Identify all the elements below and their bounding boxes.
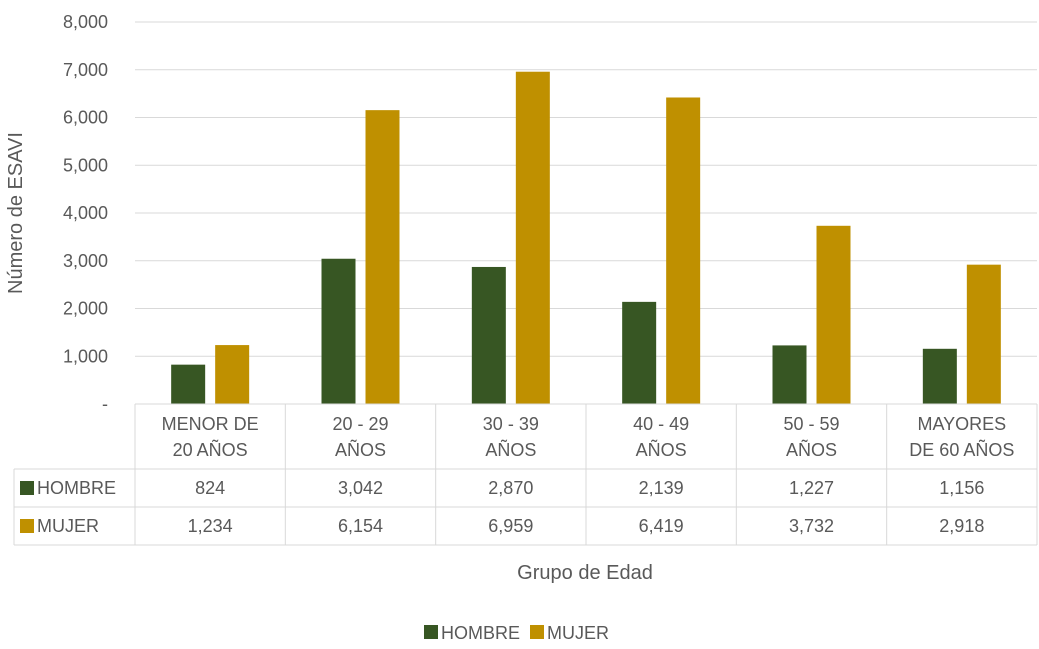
- bar-mujer: [215, 345, 250, 404]
- data-cell: 6,959: [488, 516, 533, 536]
- legend-label: HOMBRE: [441, 623, 520, 643]
- category-label-line: 50 - 59: [783, 414, 839, 434]
- y-tick-label: 3,000: [63, 251, 108, 271]
- y-axis-ticks: - 1,000 2,000 3,000 4,000 5,000 6,000 7,000 8,00…: [63, 12, 108, 414]
- category-label-line: 30 - 39: [483, 414, 539, 434]
- legend-label: MUJER: [547, 623, 609, 643]
- category-label-line: DE 60 AÑOS: [909, 439, 1014, 460]
- y-tick-label: 8,000: [63, 12, 108, 32]
- y-tick-label: 7,000: [63, 60, 108, 80]
- data-cell: 2,139: [639, 478, 684, 498]
- bar-hombre: [772, 345, 807, 404]
- category-label-line: 20 AÑOS: [173, 439, 248, 460]
- legend: HOMBRE MUJER: [424, 623, 609, 643]
- category-label-line: 40 - 49: [633, 414, 689, 434]
- data-cell: 3,042: [338, 478, 383, 498]
- category-label: MENOR DE 20 AÑOS: [162, 414, 259, 460]
- category-label: 20 - 29 AÑOS: [332, 414, 388, 460]
- y-tick-label: 5,000: [63, 155, 108, 175]
- bar-hombre: [321, 258, 356, 404]
- category-label-line: AÑOS: [786, 439, 837, 460]
- category-label: MAYORES DE 60 AÑOS: [909, 414, 1014, 460]
- bar-mujer: [966, 264, 1001, 404]
- category-label-line: 20 - 29: [332, 414, 388, 434]
- data-cell: 1,156: [939, 478, 984, 498]
- category-label-line: AÑOS: [335, 439, 386, 460]
- category-label-line: AÑOS: [636, 439, 687, 460]
- data-cell: 6,419: [639, 516, 684, 536]
- y-tick-label: -: [102, 394, 108, 414]
- table-legend-key-mujer: [20, 519, 34, 533]
- bar-mujer: [515, 71, 550, 404]
- y-axis-title: Número de ESAVI: [5, 132, 27, 294]
- bar-hombre: [471, 266, 506, 404]
- data-cell: 3,732: [789, 516, 834, 536]
- bar-hombre: [922, 348, 957, 404]
- y-tick-label: 2,000: [63, 299, 108, 319]
- table-row-label: HOMBRE: [37, 478, 116, 498]
- y-tick-label: 4,000: [63, 203, 108, 223]
- category-label-line: MENOR DE: [162, 414, 259, 434]
- category-label: 30 - 39 AÑOS: [483, 414, 539, 460]
- data-cell: 2,918: [939, 516, 984, 536]
- data-cell: 2,870: [488, 478, 533, 498]
- gridlines: [135, 21, 1037, 357]
- data-cell: 824: [195, 478, 225, 498]
- category-label: 40 - 49 AÑOS: [633, 414, 689, 460]
- table-row-label: MUJER: [37, 516, 99, 536]
- data-cell: 1,234: [188, 516, 233, 536]
- data-cell: 1,227: [789, 478, 834, 498]
- table-legend-key-hombre: [20, 481, 34, 495]
- y-tick-label: 6,000: [63, 108, 108, 128]
- bar-mujer: [666, 97, 701, 405]
- data-cell: 6,154: [338, 516, 383, 536]
- category-label: 50 - 59 AÑOS: [783, 414, 839, 460]
- category-label-line: AÑOS: [485, 439, 536, 460]
- y-tick-label: 1,000: [63, 346, 108, 366]
- category-label-line: MAYORES: [917, 414, 1006, 434]
- bars: [171, 71, 1001, 405]
- legend-key-hombre: [424, 625, 438, 639]
- bar-hombre: [622, 301, 657, 404]
- bar-mujer: [816, 225, 851, 404]
- bar-hombre: [171, 364, 206, 404]
- bar-mujer: [365, 110, 400, 405]
- x-axis-title: Grupo de Edad: [517, 562, 653, 584]
- legend-key-mujer: [530, 625, 544, 639]
